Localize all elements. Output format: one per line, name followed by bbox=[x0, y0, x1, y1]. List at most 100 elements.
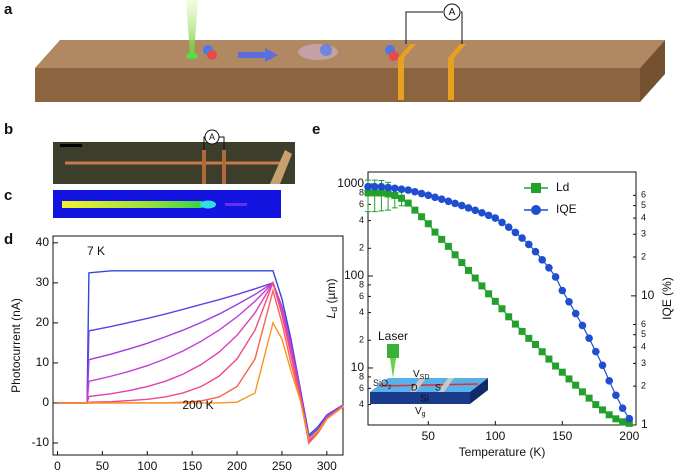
electrode bbox=[410, 378, 426, 392]
y-axis-label: Photocurrent (nA) bbox=[9, 298, 23, 393]
device-inset: Laser VSD SiO2 D S Si Vg bbox=[370, 329, 488, 418]
series-line bbox=[57, 281, 344, 441]
y2-tick-label: 10 bbox=[641, 288, 655, 302]
pl-wire bbox=[62, 201, 202, 208]
data-point bbox=[585, 394, 593, 402]
si bbox=[370, 392, 470, 404]
nanowire bbox=[379, 383, 479, 387]
data-point bbox=[565, 375, 573, 383]
data-point bbox=[377, 189, 385, 197]
data-point bbox=[571, 309, 580, 318]
x-tick-label: 150 bbox=[182, 459, 202, 473]
inset-label: Si bbox=[420, 394, 429, 405]
y-tick-label: 6 bbox=[359, 291, 364, 301]
y2-tick-label: 2 bbox=[641, 380, 646, 390]
data-point bbox=[417, 189, 426, 198]
data-point bbox=[538, 256, 546, 264]
y-tick-label: 4 bbox=[359, 307, 364, 317]
data-point bbox=[397, 185, 406, 193]
data-point bbox=[471, 274, 479, 282]
data-point bbox=[451, 199, 459, 208]
y2-axis-label: IQE (%) bbox=[660, 277, 674, 320]
inset-label: SiO2 bbox=[373, 378, 392, 390]
y2-tick-label: 4 bbox=[641, 212, 646, 222]
y-tick-label: 0 bbox=[42, 395, 49, 409]
data-point bbox=[505, 313, 513, 321]
data-point bbox=[370, 182, 379, 191]
y-tick-label: 30 bbox=[36, 275, 50, 289]
data-point bbox=[418, 213, 426, 221]
legend-marker bbox=[531, 183, 541, 193]
data-point bbox=[478, 208, 486, 217]
series-line bbox=[57, 280, 344, 445]
data-point bbox=[599, 406, 606, 414]
x-tick-label: 50 bbox=[96, 459, 110, 473]
y-tick-label: 40 bbox=[36, 235, 50, 249]
x-tick-label: 200 bbox=[227, 459, 247, 473]
data-point bbox=[565, 297, 573, 306]
y-tick-label: 100 bbox=[344, 268, 364, 282]
data-point bbox=[404, 199, 412, 207]
exciton-cloud bbox=[298, 44, 338, 60]
ammeter[interactable] bbox=[204, 129, 220, 145]
y-label-unit: (µm) bbox=[324, 279, 338, 307]
data-point bbox=[438, 235, 446, 243]
y-tick-label: 10 bbox=[351, 360, 365, 374]
si-side bbox=[470, 378, 488, 404]
data-point bbox=[398, 194, 405, 202]
x-tick-label: 100 bbox=[137, 459, 157, 473]
data-point bbox=[518, 234, 526, 242]
data-point bbox=[558, 368, 566, 376]
y-axis-label: Ld (µm) bbox=[324, 279, 339, 319]
data-point bbox=[364, 189, 372, 197]
data-point bbox=[598, 361, 607, 370]
data-point bbox=[411, 206, 419, 214]
data-point bbox=[585, 334, 593, 343]
data-point bbox=[377, 182, 386, 191]
scale-bar bbox=[60, 144, 82, 147]
electrode bbox=[202, 150, 206, 184]
data-point bbox=[491, 214, 500, 222]
electrode bbox=[398, 44, 416, 100]
probe bbox=[270, 150, 292, 184]
ammeter-label: A bbox=[209, 132, 215, 142]
data-point bbox=[411, 187, 419, 196]
laser-spot bbox=[186, 53, 198, 59]
y2-tick-label: 3 bbox=[641, 229, 646, 239]
inset-label: Laser bbox=[378, 329, 408, 343]
y-tick-label: 8 bbox=[359, 187, 364, 197]
panel-label: c bbox=[4, 187, 12, 204]
legend-label: Ld bbox=[556, 180, 569, 194]
data-point bbox=[451, 251, 459, 259]
arrow bbox=[238, 48, 278, 62]
y-tick-label: 6 bbox=[359, 199, 364, 209]
data-point bbox=[592, 401, 600, 409]
data-point bbox=[444, 242, 452, 250]
data-point bbox=[391, 191, 399, 199]
data-point bbox=[484, 211, 493, 220]
data-point bbox=[511, 320, 519, 328]
panel-label: b bbox=[4, 121, 13, 138]
data-point bbox=[391, 184, 399, 193]
y-tick-label: 4 bbox=[359, 215, 364, 225]
y2-tick-label: 4 bbox=[641, 342, 646, 352]
ammeter[interactable] bbox=[443, 3, 461, 21]
data-point bbox=[485, 290, 493, 298]
data-point bbox=[532, 340, 539, 348]
bar-front bbox=[35, 68, 640, 102]
laser-head bbox=[387, 344, 399, 358]
data-point bbox=[578, 321, 587, 330]
data-point bbox=[518, 327, 526, 335]
panel-label: a bbox=[4, 1, 13, 18]
data-point bbox=[491, 297, 499, 305]
series-line bbox=[57, 281, 344, 443]
y-tick-label: 2 bbox=[359, 335, 364, 345]
data-point bbox=[511, 228, 520, 237]
plot-frame bbox=[367, 171, 637, 426]
data-point bbox=[531, 247, 540, 256]
y-tick-label: 1000 bbox=[337, 176, 364, 190]
data-point bbox=[384, 183, 392, 192]
data-point bbox=[618, 404, 627, 412]
ammeter-label: A bbox=[449, 7, 456, 18]
data-point bbox=[619, 418, 627, 426]
